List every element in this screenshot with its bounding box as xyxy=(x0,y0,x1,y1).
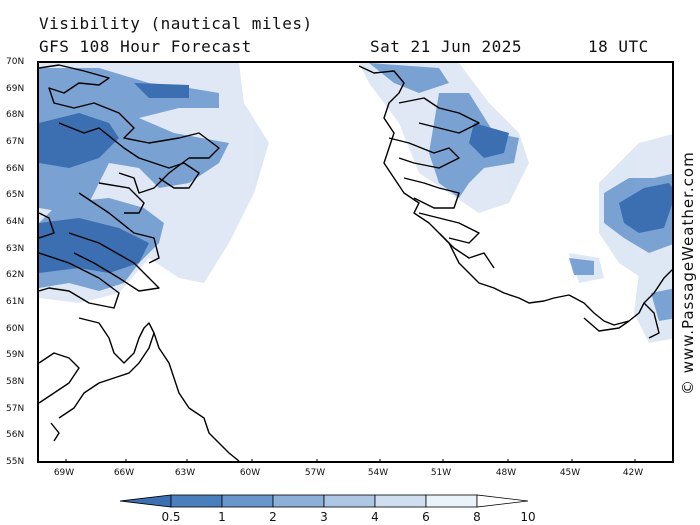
lat-label: 68N xyxy=(6,110,25,121)
lat-label: 57N xyxy=(6,403,25,414)
legend-label: 2 xyxy=(269,510,277,524)
lat-label: 70N xyxy=(6,57,25,67)
lat-label: 63N xyxy=(6,243,25,254)
lon-label: 48W xyxy=(495,468,517,478)
lat-label: 55N xyxy=(6,457,25,467)
lat-label: 66N xyxy=(6,163,25,174)
legend-segment xyxy=(476,494,529,508)
legend-segment xyxy=(119,494,172,508)
forecast-time: 18 UTC xyxy=(588,37,649,56)
legend-colorbar xyxy=(119,494,529,508)
lon-label: 42W xyxy=(622,468,644,478)
legend-label: 1 xyxy=(218,510,226,524)
coastlines xyxy=(39,64,672,461)
legend-segment xyxy=(425,494,478,508)
legend-label: 10 xyxy=(520,510,536,524)
lon-label: 63W xyxy=(174,468,196,478)
legend-segment xyxy=(374,494,427,508)
legend-segment xyxy=(170,494,223,508)
lon-label: 57W xyxy=(304,468,326,478)
forecast-date: Sat 21 Jun 2025 xyxy=(370,37,522,56)
lon-label: 45W xyxy=(559,468,581,478)
lon-label: 60W xyxy=(239,468,261,478)
lat-label: 56N xyxy=(6,430,25,441)
visibility-dense-fog xyxy=(39,83,672,273)
legend-segment xyxy=(323,494,376,508)
lon-label: 69W xyxy=(53,468,75,478)
lat-label: 64N xyxy=(6,217,25,227)
forecast-subtitle: GFS 108 Hour Forecast xyxy=(39,37,252,56)
visibility-map xyxy=(37,61,674,463)
legend-segment xyxy=(221,494,274,508)
legend-label: 4 xyxy=(371,510,379,524)
legend-label: 0.5 xyxy=(161,510,181,524)
legend-label: 8 xyxy=(473,510,481,524)
lat-label: 65N xyxy=(6,190,25,201)
lon-label: 51W xyxy=(430,468,452,478)
lon-label: 66W xyxy=(113,468,135,478)
lon-label: 54W xyxy=(367,468,389,478)
lat-label: 69N xyxy=(6,83,25,94)
map-canvas xyxy=(39,63,672,461)
legend-segment xyxy=(272,494,325,508)
lat-label: 67N xyxy=(6,137,25,147)
credit-text: © www.PassageWeather.com xyxy=(679,151,697,395)
legend-label: 6 xyxy=(422,510,430,524)
legend-label: 3 xyxy=(320,510,328,524)
map-title: Visibility (nautical miles) xyxy=(39,14,313,33)
lat-label: 58N xyxy=(6,377,25,387)
lat-label: 59N xyxy=(6,350,25,361)
lat-label: 62N xyxy=(6,270,25,281)
lat-label: 60N xyxy=(6,323,25,334)
lat-label: 61N xyxy=(6,297,25,307)
frame-ticks xyxy=(65,459,636,461)
